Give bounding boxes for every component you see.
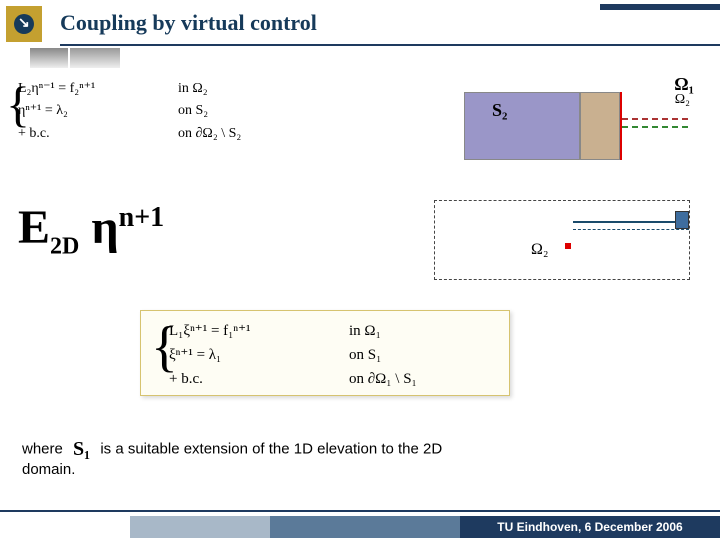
s2-label: S₂ (492, 100, 507, 121)
eq-lhs: ξⁿ⁺¹ = λ₁ (169, 343, 349, 367)
eq-lhs: L₂ηⁿ⁻¹ = f₂ⁿ⁺¹ (18, 78, 178, 100)
channel-line-top (573, 221, 689, 223)
omega2-small-label: Ω₂ (675, 92, 690, 108)
eq-lhs: + b.c. (169, 367, 349, 391)
region-left (464, 92, 580, 160)
equation-system-2: { L₂ηⁿ⁻¹ = f₂ⁿ⁺¹in Ω₂ ηⁿ⁺¹ = λ₂on S₂ + b… (18, 78, 288, 145)
header-shadow (0, 48, 720, 76)
header-stripe (600, 4, 720, 10)
dashed-line-2 (622, 126, 688, 128)
channel-line-dash (573, 229, 689, 230)
eq-rhs: on S₁ (349, 343, 381, 367)
channel-end-box (675, 211, 689, 229)
s1-symbol: S₁ (67, 438, 96, 461)
footer-line (0, 510, 720, 512)
equation-system-1: { L₁ξⁿ⁺¹ = f₁ⁿ⁺¹in Ω₁ ξⁿ⁺¹ = λ₁on S₁ + b… (155, 319, 495, 391)
footer-venue: TU Eindhoven, 6 December 2006 (460, 516, 720, 538)
logo-icon (6, 6, 42, 42)
explanation-text: where S₁ is a suitable extension of the … (22, 438, 700, 478)
text-extension: is a suitable extension of the 1D elevat… (100, 440, 442, 457)
shadow-bar-1 (30, 48, 68, 68)
dashed-line-1 (622, 118, 688, 120)
eq-rhs: in Ω₂ (178, 78, 288, 100)
slide-title: Coupling by virtual control (60, 10, 317, 36)
header-underline (60, 44, 720, 46)
footer-stripe-light (130, 516, 270, 538)
eq-lhs: L₁ξⁿ⁺¹ = f₁ⁿ⁺¹ (169, 319, 349, 343)
node-icon (565, 243, 571, 249)
omega2-label: Ω₂ (531, 241, 548, 259)
text-domain: domain. (22, 461, 75, 478)
eq-lhs: + b.c. (18, 123, 178, 145)
text-where: where (22, 440, 63, 457)
eq-rhs: on ∂Ω₂ \ S₂ (178, 123, 288, 145)
region-overlap (580, 92, 620, 160)
eq-rhs: on ∂Ω₁ \ S₁ (349, 367, 417, 391)
eq-rhs: in Ω₁ (349, 319, 381, 343)
footer: TU Eindhoven, 6 December 2006 (0, 510, 720, 540)
brace-icon: { (151, 317, 178, 377)
eq-lhs: ηⁿ⁺¹ = λ₂ (18, 100, 178, 122)
eq-rhs: on S₂ (178, 100, 288, 122)
omega2-dashbox: Ω₂ (434, 200, 690, 280)
header: Coupling by virtual control (0, 0, 720, 48)
brace-icon: { (6, 78, 30, 130)
extension-operator: E2D ηn+1 (18, 200, 164, 261)
shadow-bar-2 (70, 48, 120, 68)
footer-stripe-mid (270, 516, 460, 538)
equation-system-1-box: { L₁ξⁿ⁺¹ = f₁ⁿ⁺¹in Ω₁ ξⁿ⁺¹ = λ₁on S₁ + b… (140, 310, 510, 396)
